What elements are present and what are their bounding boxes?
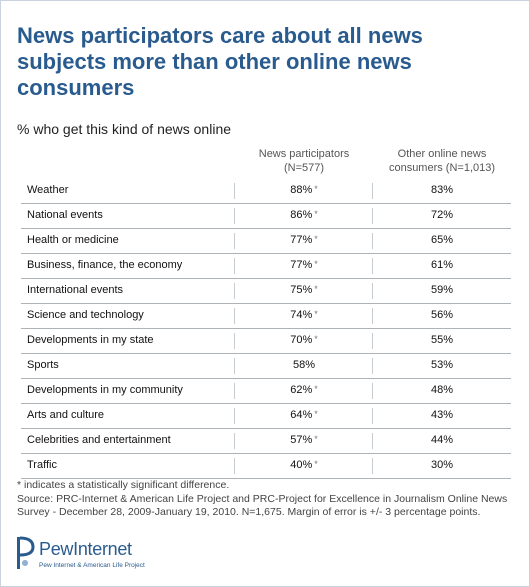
logo-tagline: Pew Internet & American Life Project <box>39 562 145 569</box>
other-consumers-value: 48% <box>430 384 454 396</box>
row-label: Sports <box>27 359 59 371</box>
significance-marker: * <box>314 459 318 469</box>
column-header-news-participators: News participators (N=577) <box>234 147 374 175</box>
news-participators-value: 70% <box>290 334 313 346</box>
source-note: Source: PRC-Internet & American Life Pro… <box>17 493 508 518</box>
column-header-line: (N=577) <box>283 162 325 174</box>
row-label: International events <box>27 284 124 296</box>
news-participators-value-cell: 74% * <box>234 309 374 321</box>
news-participators-value: 62% <box>290 384 313 396</box>
table-row: National events 86% * 72% <box>21 204 511 229</box>
other-consumers-value: 43% <box>430 409 454 421</box>
table-row: Weather 88% * 83% <box>21 179 511 204</box>
row-label: Traffic <box>27 459 57 471</box>
news-participators-value: 77% <box>290 234 313 246</box>
table-row: Sports 58% 53% <box>21 354 511 379</box>
column-header-line: News participators <box>258 148 350 160</box>
logo-brand-text: PewInternet <box>39 539 132 559</box>
news-participators-value-cell: 62% * <box>234 384 374 396</box>
news-participators-value: 75% <box>290 284 313 296</box>
other-consumers-value: 44% <box>430 434 454 446</box>
other-consumers-value: 55% <box>430 334 454 346</box>
significance-marker: * <box>314 434 318 444</box>
other-consumers-value: 65% <box>430 234 454 246</box>
news-participators-value-cell: 64% * <box>234 409 374 421</box>
row-label: Celebrities and entertainment <box>27 434 171 446</box>
pew-logo-icon <box>17 536 35 569</box>
table-row: Science and technology 74% * 56% <box>21 304 511 329</box>
table-row: Health or medicine 77% * 65% <box>21 229 511 254</box>
news-participators-value: 58% <box>292 359 316 371</box>
other-consumers-value: 56% <box>430 309 454 321</box>
news-participators-value-cell: 70% * <box>234 334 374 346</box>
news-participators-value: 77% <box>290 259 313 271</box>
table-row: Traffic 40% * 30% <box>21 454 511 479</box>
news-participators-value-cell: 58% <box>234 359 374 371</box>
other-consumers-value: 59% <box>430 284 454 296</box>
other-consumers-value: 61% <box>430 259 454 271</box>
row-label: Arts and culture <box>27 409 105 421</box>
table-row: Developments in my community 62% * 48% <box>21 379 511 404</box>
significance-marker: * <box>314 234 318 244</box>
significance-note: * indicates a statistically significant … <box>17 479 230 491</box>
other-consumers-value: 53% <box>430 359 454 371</box>
news-participators-value: 57% <box>290 434 313 446</box>
news-participators-value-cell: 77% * <box>234 259 374 271</box>
news-participators-value-cell: 77% * <box>234 234 374 246</box>
row-label: Science and technology <box>27 309 144 321</box>
row-label: Business, finance, the economy <box>27 259 183 271</box>
significance-marker: * <box>314 184 318 194</box>
news-participators-value-cell: 88% * <box>234 184 374 196</box>
news-participators-value: 86% <box>290 209 313 221</box>
significance-marker: * <box>314 209 318 219</box>
column-header-line: Other online news <box>397 148 487 160</box>
significance-marker: * <box>314 384 318 394</box>
other-consumers-value: 30% <box>430 459 454 471</box>
table-row: International events 75% * 59% <box>21 279 511 304</box>
row-label: Weather <box>27 184 69 196</box>
row-label: National events <box>27 209 103 221</box>
data-table: Weather 88% * 83% National events 86% * 72% Heal… <box>21 179 511 479</box>
chart-title: News participators care about all news s… <box>17 23 423 100</box>
news-participators-value: 64% <box>290 409 313 421</box>
news-participators-value-cell: 57% * <box>234 434 374 446</box>
significance-marker: * <box>314 334 318 344</box>
table-row: Celebrities and entertainment 57% * 44% <box>21 429 511 454</box>
table-row: Business, finance, the economy 77% * 61% <box>21 254 511 279</box>
news-participators-value-cell: 40% * <box>234 459 374 471</box>
other-consumers-value: 72% <box>430 209 454 221</box>
row-label: Health or medicine <box>27 234 119 246</box>
news-participators-value: 40% <box>290 459 313 471</box>
news-participators-value: 88% <box>290 184 313 196</box>
significance-marker: * <box>314 284 318 294</box>
significance-marker: * <box>314 309 318 319</box>
other-consumers-value: 83% <box>430 184 454 196</box>
column-header-other-consumers: Other online news consumers (N=1,013) <box>372 147 512 175</box>
pew-internet-logo: PewInternet Pew Internet & American Life… <box>15 535 185 575</box>
column-header-line: consumers (N=1,013) <box>388 162 496 174</box>
news-participators-value-cell: 75% * <box>234 284 374 296</box>
significance-marker: * <box>314 259 318 269</box>
table-row: Developments in my state 70% * 55% <box>21 329 511 354</box>
chart-subtitle: % who get this kind of news online <box>17 121 232 137</box>
significance-marker: * <box>314 409 318 419</box>
row-label: Developments in my state <box>27 334 154 346</box>
table-row: Arts and culture 64% * 43% <box>21 404 511 429</box>
news-participators-value: 74% <box>290 309 313 321</box>
row-label: Developments in my community <box>27 384 183 396</box>
news-participators-value-cell: 86% * <box>234 209 374 221</box>
